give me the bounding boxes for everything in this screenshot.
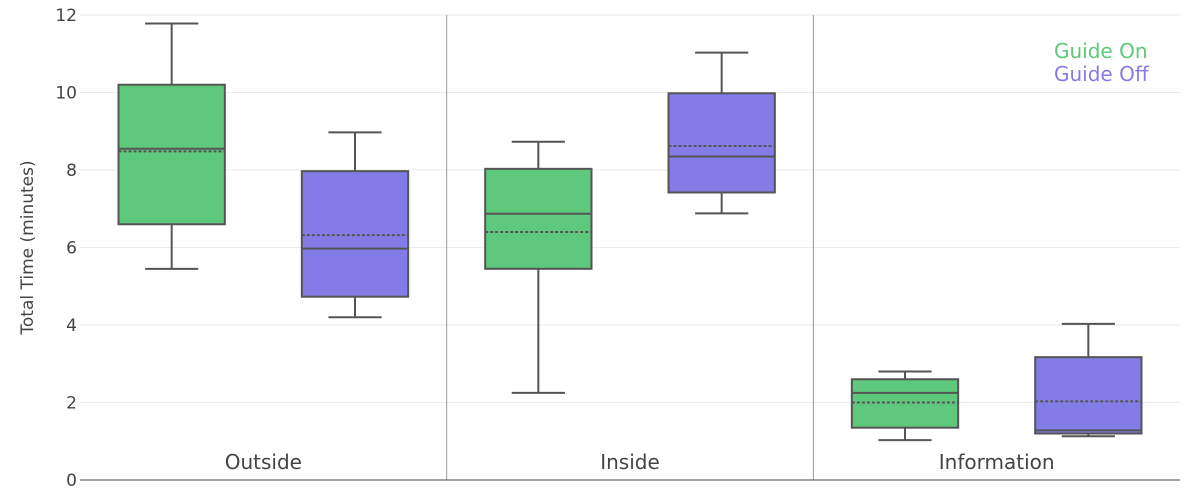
- legend-item-guide-on: Guide On: [1054, 39, 1148, 63]
- category-labels: Outside Inside Information: [225, 450, 1055, 474]
- category-label-outside: Outside: [225, 450, 302, 474]
- y-tick-label: 10: [55, 84, 77, 104]
- category-label-inside: Inside: [600, 450, 660, 474]
- box-guide-on-inside: [484, 140, 593, 394]
- y-tick-label: 4: [66, 316, 77, 336]
- y-axis-label: Total Time (minutes): [18, 160, 38, 335]
- iqr-box: [117, 83, 226, 226]
- y-tick-label: 0: [66, 471, 77, 491]
- category-dividers: [446, 15, 814, 480]
- legend-item-guide-off: Guide Off: [1054, 62, 1150, 86]
- y-tick-label: 12: [55, 6, 77, 26]
- box-series: [117, 22, 1143, 442]
- box-guide-off-outside: [300, 131, 410, 319]
- box-guide-off-inside: [667, 51, 776, 215]
- gridlines: [80, 14, 1180, 403]
- iqr-box: [484, 167, 593, 270]
- iqr-box: [667, 92, 776, 194]
- y-axis-ticks: 0 2 4 6 8 10 12: [55, 6, 77, 491]
- y-tick-label: 2: [66, 394, 77, 414]
- y-tick-label: 6: [66, 239, 77, 259]
- y-tick-label: 8: [66, 161, 77, 181]
- box-guide-on-outside: [117, 22, 226, 270]
- box-guide-on-information: [850, 370, 960, 442]
- box-guide-off-information: [1034, 322, 1143, 438]
- iqr-box: [1034, 356, 1143, 435]
- category-label-information: Information: [939, 450, 1055, 474]
- iqr-box: [300, 170, 410, 298]
